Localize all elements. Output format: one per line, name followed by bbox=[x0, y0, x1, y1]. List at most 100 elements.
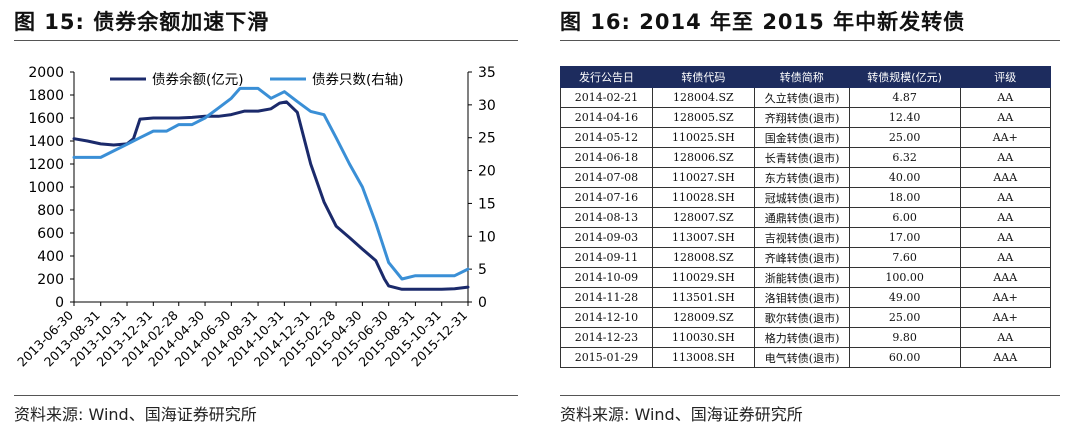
table-cell: 128004.SZ bbox=[651, 87, 755, 108]
table-cell: 2014-05-12 bbox=[560, 127, 653, 148]
table-cell: 齐峰转债(退市) bbox=[753, 247, 850, 268]
table-cell: 4.87 bbox=[848, 87, 961, 108]
table-body: 2014-02-21 128004.SZ 久立转债(退市) 4.87 AA 2014-04… bbox=[560, 87, 1052, 368]
table-cell: 电气转债(退市) bbox=[753, 347, 850, 368]
series-line-balance bbox=[72, 100, 470, 291]
table-cell: 2014-11-28 bbox=[560, 287, 653, 308]
table-cell: 歌尔转债(退市) bbox=[753, 307, 850, 328]
table-cell: 128006.SZ bbox=[651, 147, 755, 168]
table-cell: 通鼎转债(退市) bbox=[753, 207, 850, 228]
right-y-tick-label: 15 bbox=[478, 196, 496, 212]
table-cell: 128008.SZ bbox=[651, 247, 755, 268]
table-row: 2014-05-12 110025.SH 国金转债(退市) 25.00 AA+ bbox=[560, 127, 1052, 148]
table-cell: 冠城转债(退市) bbox=[753, 187, 850, 208]
table-row: 2014-07-08 110027.SH 东方转债(退市) 40.00 AAA bbox=[560, 167, 1052, 188]
table-cell: 113008.SH bbox=[651, 347, 755, 368]
table-cell: AAA bbox=[959, 347, 1052, 368]
source-divider-left bbox=[14, 395, 518, 396]
left-y-tick-label: 1400 bbox=[28, 134, 64, 150]
table-cell: 128009.SZ bbox=[651, 307, 755, 328]
left-y-tick-label: 400 bbox=[37, 249, 64, 265]
table-cell: AA bbox=[959, 87, 1052, 108]
left-y-tick-label: 1600 bbox=[28, 111, 64, 127]
legend-label: 债券余额(亿元) bbox=[152, 71, 244, 88]
table-cell: 2014-09-03 bbox=[560, 227, 653, 248]
table-cell: 吉视转债(退市) bbox=[753, 227, 850, 248]
table-cell: 6.32 bbox=[848, 147, 961, 168]
new-convertible-bonds-table: 发行公告日 转债代码 转债简称 转债规模(亿元) 评级 2014-02-21 128004… bbox=[560, 66, 1052, 368]
chart-title: 图 15: 债券余额加速下滑 bbox=[14, 10, 270, 34]
table-cell: 2014-02-21 bbox=[560, 87, 653, 108]
source-divider-right bbox=[560, 395, 1060, 396]
column-header: 发行公告日 bbox=[560, 66, 653, 88]
table-cell: 18.00 bbox=[848, 187, 961, 208]
table-row: 2014-10-09 110029.SH 浙能转债(退市) 100.00 AAA bbox=[560, 267, 1052, 288]
table-cell: 久立转债(退市) bbox=[753, 87, 850, 108]
table-cell: AAA bbox=[959, 167, 1052, 188]
right-y-tick-label: 25 bbox=[478, 131, 496, 147]
table-cell: 2014-07-16 bbox=[560, 187, 653, 208]
table-row: 2014-04-16 128005.SZ 齐翔转债(退市) 12.40 AA bbox=[560, 107, 1052, 128]
table-cell: 2014-09-11 bbox=[560, 247, 653, 268]
table-cell: 2014-12-23 bbox=[560, 327, 653, 348]
source-note-left: 资料来源: Wind、国海证券研究所 bbox=[14, 405, 257, 424]
legend-label: 债券只数(右轴) bbox=[312, 72, 404, 88]
right-y-tick-label: 35 bbox=[478, 65, 496, 81]
column-header: 转债规模(亿元) bbox=[848, 66, 961, 88]
table-cell: AAA bbox=[959, 267, 1052, 288]
table-cell: 2014-07-08 bbox=[560, 167, 653, 188]
table-row: 2014-09-11 128008.SZ 齐峰转债(退市) 7.60 AA bbox=[560, 247, 1052, 268]
table-cell: 9.80 bbox=[848, 327, 961, 348]
table-cell: AA bbox=[959, 107, 1052, 128]
table-cell: 国金转债(退市) bbox=[753, 127, 850, 148]
left-y-tick-label: 1800 bbox=[28, 88, 64, 104]
table-cell: 128007.SZ bbox=[651, 207, 755, 228]
left-y-tick-label: 800 bbox=[37, 203, 64, 219]
right-y-tick-label: 20 bbox=[478, 164, 496, 180]
table-cell: 2014-06-18 bbox=[560, 147, 653, 168]
table-cell: 113501.SH bbox=[651, 287, 755, 308]
table-cell: 2014-12-10 bbox=[560, 307, 653, 328]
table-cell: 长青转债(退市) bbox=[753, 147, 850, 168]
table-cell: AA+ bbox=[959, 127, 1052, 148]
column-header: 转债代码 bbox=[651, 66, 755, 88]
left-y-tick-label: 2000 bbox=[28, 65, 64, 81]
title-divider-right bbox=[560, 40, 1060, 41]
table-cell: 110027.SH bbox=[651, 167, 755, 188]
table-cell: 齐翔转债(退市) bbox=[753, 107, 850, 128]
table-cell: 113007.SH bbox=[651, 227, 755, 248]
table-cell: 17.00 bbox=[848, 227, 961, 248]
table-cell: 100.00 bbox=[848, 267, 961, 288]
title-divider-left bbox=[14, 40, 518, 41]
table-row: 2014-12-10 128009.SZ 歌尔转债(退市) 25.00 AA+ bbox=[560, 307, 1052, 328]
table-header-row: 发行公告日 转债代码 转债简称 转债规模(亿元) 评级 bbox=[560, 66, 1052, 88]
right-y-tick-label: 30 bbox=[478, 98, 496, 114]
table-cell: 25.00 bbox=[848, 127, 961, 148]
table-cell: AA bbox=[959, 147, 1052, 168]
table-cell: 格力转债(退市) bbox=[753, 327, 850, 348]
right-y-tick-label: 0 bbox=[478, 295, 487, 311]
table-cell: 40.00 bbox=[848, 167, 961, 188]
table-row: 2014-12-23 110030.SH 格力转债(退市) 9.80 AA bbox=[560, 327, 1052, 348]
table-cell: 12.40 bbox=[848, 107, 961, 128]
table-row: 2014-07-16 110028.SH 冠城转债(退市) 18.00 AA bbox=[560, 187, 1052, 208]
table-cell: 60.00 bbox=[848, 347, 961, 368]
left-y-tick-label: 600 bbox=[37, 226, 64, 242]
table-cell: AA bbox=[959, 247, 1052, 268]
left-y-tick-label: 1000 bbox=[28, 180, 64, 196]
table-row: 2014-09-03 113007.SH 吉视转债(退市) 17.00 AA bbox=[560, 227, 1052, 248]
table-cell: 6.00 bbox=[848, 207, 961, 228]
table-cell: 7.60 bbox=[848, 247, 961, 268]
table-cell: 东方转债(退市) bbox=[753, 167, 850, 188]
table-cell: 49.00 bbox=[848, 287, 961, 308]
series-line-count bbox=[72, 86, 470, 281]
table-cell: 110030.SH bbox=[651, 327, 755, 348]
left-y-tick-label: 200 bbox=[37, 272, 64, 288]
table-cell: 110029.SH bbox=[651, 267, 755, 288]
table-cell: 110028.SH bbox=[651, 187, 755, 208]
table-cell: 2014-08-13 bbox=[560, 207, 653, 228]
table-cell: AA bbox=[959, 207, 1052, 228]
table-cell: 25.00 bbox=[848, 307, 961, 328]
table-cell: AA+ bbox=[959, 307, 1052, 328]
table-row: 2014-02-21 128004.SZ 久立转债(退市) 4.87 AA bbox=[560, 87, 1052, 108]
